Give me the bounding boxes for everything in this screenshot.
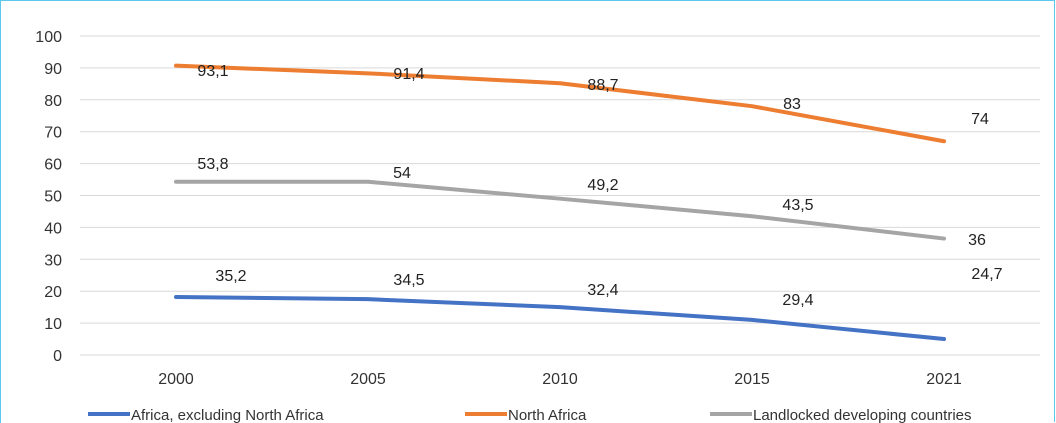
y-axis: 0 10 20 30 40 50 60 70 80 90 100	[35, 29, 62, 365]
y-tick-label: 60	[44, 157, 62, 174]
x-tick-label: 2021	[926, 371, 962, 388]
x-tick-label: 2000	[158, 371, 194, 388]
x-tick-label: 2005	[350, 371, 386, 388]
data-label: 93,1	[197, 63, 228, 80]
y-tick-label: 20	[44, 284, 62, 301]
x-tick-label: 2015	[734, 371, 770, 388]
series-lines	[174, 63, 946, 342]
data-label: 49,2	[587, 177, 618, 194]
y-tick-label: 0	[53, 348, 62, 365]
legend-label: North Africa	[508, 407, 587, 423]
data-label: 54	[393, 165, 411, 182]
x-axis: 2000 2005 2010 2015 2021	[158, 371, 962, 388]
y-tick-label: 80	[44, 93, 62, 110]
data-label: 74	[971, 111, 989, 128]
data-label: 29,4	[782, 292, 813, 309]
y-tick-label: 30	[44, 252, 62, 269]
data-labels: 35,2 34,5 32,4 29,4 24,7 93,1 91,4 88,7 83 74 53,8…	[197, 63, 1002, 309]
legend: Africa, excluding North Africa North Afri…	[88, 407, 972, 423]
legend-label: Landlocked developing countries	[753, 407, 972, 423]
y-tick-label: 100	[35, 29, 62, 46]
data-label: 35,2	[215, 268, 246, 285]
legend-label: Africa, excluding North Africa	[131, 407, 324, 423]
y-tick-label: 10	[44, 316, 62, 333]
data-label: 88,7	[587, 77, 618, 94]
data-label: 32,4	[587, 282, 618, 299]
data-label: 53,8	[197, 156, 228, 173]
series-line-1	[174, 63, 946, 144]
series-line-2	[174, 179, 946, 241]
y-tick-label: 50	[44, 189, 62, 206]
y-tick-label: 70	[44, 125, 62, 142]
data-label: 43,5	[782, 197, 813, 214]
chart-frame-left-edge	[0, 0, 1, 423]
data-label: 83	[783, 96, 801, 113]
series-line-0	[174, 294, 946, 342]
data-label: 24,7	[971, 266, 1002, 283]
data-label: 34,5	[393, 272, 424, 289]
x-tick-label: 2010	[542, 371, 578, 388]
y-tick-label: 40	[44, 220, 62, 237]
y-tick-label: 90	[44, 61, 62, 78]
data-label: 91,4	[393, 66, 424, 83]
data-label: 36	[968, 232, 986, 249]
